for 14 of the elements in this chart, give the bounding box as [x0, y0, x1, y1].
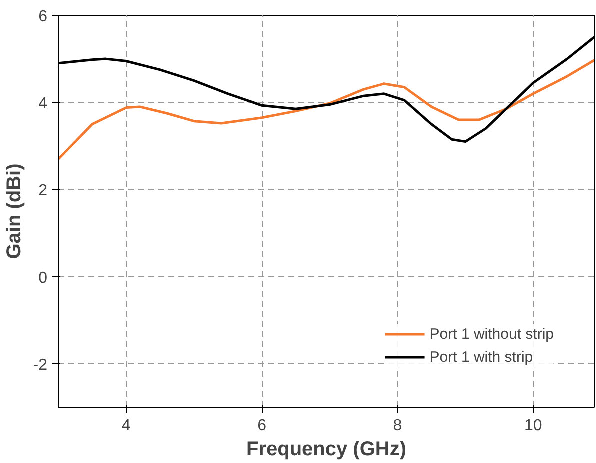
y-axis-title: Gain (dBi): [3, 164, 26, 260]
y-tick-label: 0: [38, 270, 48, 287]
line-series: [58, 59, 594, 160]
y-tick-label: 2: [38, 182, 48, 200]
x-tick-label: 8: [393, 418, 402, 434]
x-axis-title: Frequency (GHz): [246, 438, 407, 460]
legend-label: Port 1 without strip: [430, 326, 554, 342]
x-tick-label: 6: [258, 418, 267, 434]
legend-label: Port 1 with strip: [430, 348, 534, 366]
y-tick-label: -2: [33, 356, 48, 374]
y-tick-label: 4: [38, 96, 48, 113]
y-tick-label: 6: [38, 8, 48, 26]
x-tick-label: 4: [122, 418, 131, 434]
x-tick-label: 10: [524, 418, 542, 434]
